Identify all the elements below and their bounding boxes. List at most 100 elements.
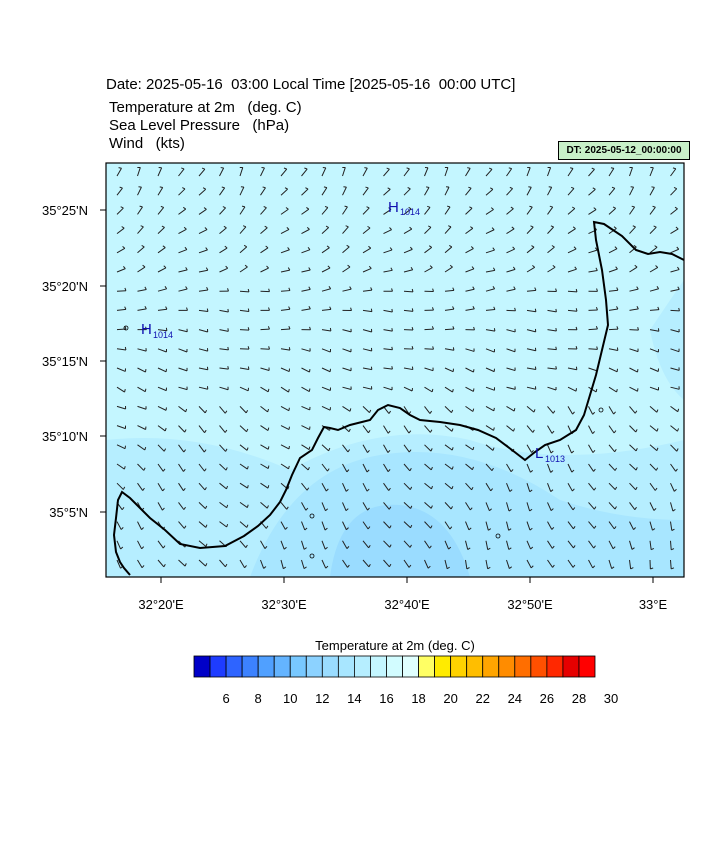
wind-barb-feather [613, 411, 616, 415]
colorbar-tick-label: 20 [443, 691, 457, 706]
wind-barb [301, 521, 306, 531]
map-title: Date: 2025-05-16 03:00 Local Time [2025-… [106, 76, 516, 93]
wind-barb [198, 309, 208, 312]
wind-barb [383, 209, 392, 215]
wind-barb-feather [389, 525, 392, 529]
wind-barb [157, 425, 166, 432]
wind-barb [526, 309, 536, 313]
wind-barb [526, 406, 535, 413]
wind-barb-feather [162, 507, 165, 511]
wind-barb-feather [164, 583, 165, 586]
wind-barb [219, 386, 229, 391]
wind-barb-feather [550, 450, 554, 454]
dt-badge: DT: 2025-05-12_00:00:00 [558, 141, 690, 160]
wind-barb-feather [630, 587, 633, 588]
wind-barb [260, 227, 268, 234]
wind-barb [649, 482, 656, 491]
wind-barb [649, 444, 658, 452]
wind-barb-feather [308, 388, 311, 392]
wind-barb-feather [551, 245, 555, 248]
wind-barb [629, 167, 633, 177]
wind-barb-feather [696, 450, 698, 452]
wind-barb-feather [245, 410, 249, 414]
wind-barb-feather [266, 505, 269, 509]
wind-barb [157, 247, 166, 254]
wind-barb [383, 168, 390, 177]
wind-barb-feather [614, 448, 617, 453]
wind-barb [691, 426, 697, 432]
wind-barb [609, 579, 610, 588]
wind-barb [465, 521, 470, 531]
wind-barb [691, 560, 693, 569]
lat-label: 35°20'N [42, 279, 88, 294]
wind-barb [567, 290, 578, 293]
wind-barb [240, 579, 243, 587]
colorbar-swatch [498, 655, 516, 678]
wind-barb [138, 579, 143, 586]
wind-barb [260, 267, 269, 273]
wind-barb [424, 559, 429, 569]
wind-barb [567, 309, 578, 312]
wind-barb-feather [162, 545, 166, 549]
wind-barb [506, 521, 510, 531]
lon-label: 32°30'E [261, 597, 307, 612]
wind-barb [362, 386, 372, 390]
wind-barb [670, 482, 675, 492]
colorbar-tick-label: 10 [283, 691, 297, 706]
wind-barb-feather [550, 508, 554, 511]
wind-barb [506, 540, 510, 550]
wind-barb-feather [489, 167, 493, 170]
wind-barb [157, 348, 167, 353]
wind-barb-feather [490, 207, 494, 210]
wind-barb [383, 463, 389, 472]
wind-barb-feather [593, 207, 597, 210]
wind-barb [260, 482, 269, 489]
lon-axis [160, 577, 654, 583]
wind-barb-feather [306, 487, 310, 491]
wind-barb [588, 559, 594, 569]
wind-barb-feather [650, 547, 655, 551]
wind-barb-feather [344, 205, 348, 208]
wind-barb [629, 444, 637, 452]
wind-barb [280, 425, 290, 431]
wind-barb-feather [247, 288, 250, 292]
wind-barb [444, 463, 453, 470]
wind-barb-feather [472, 466, 474, 470]
wind-barb [608, 406, 615, 415]
wind-barb [383, 188, 391, 196]
colorbar-swatch [402, 655, 419, 678]
wind-barb [219, 329, 229, 332]
wind-barb [239, 329, 250, 331]
wind-barb [588, 249, 598, 254]
wind-barb [424, 463, 432, 471]
wind-barb [547, 425, 553, 434]
wind-barb-feather [345, 488, 349, 492]
wind-barb-feather [388, 207, 392, 210]
wind-barb [261, 579, 263, 588]
wind-barb [424, 206, 431, 215]
wind-barb-feather [531, 449, 534, 453]
wind-barb-feather [124, 325, 127, 330]
wind-barb [691, 541, 692, 550]
wind-barb [691, 406, 698, 412]
colorbar-swatch [386, 655, 403, 678]
wind-barb [691, 368, 700, 369]
wind-barb [116, 308, 126, 311]
high-pressure-symbol: H [388, 199, 399, 216]
wind-barb-feather [513, 408, 516, 412]
lon-label: 32°40'E [384, 597, 430, 612]
wind-barb [260, 207, 267, 215]
wind-barb [424, 267, 433, 273]
wind-barb-feather [206, 308, 209, 312]
wind-barb-feather [491, 467, 494, 471]
wind-barb-feather [675, 468, 678, 472]
wind-barb-feather [429, 265, 433, 268]
wind-barb-feather [407, 187, 411, 190]
wind-barb [403, 309, 414, 312]
wind-barb [239, 559, 246, 568]
wind-barb [670, 168, 677, 177]
wind-barb-feather [205, 563, 208, 567]
wind-barb-feather [551, 545, 555, 549]
wind-barb-feather [529, 508, 533, 512]
wind-barb [178, 482, 184, 491]
